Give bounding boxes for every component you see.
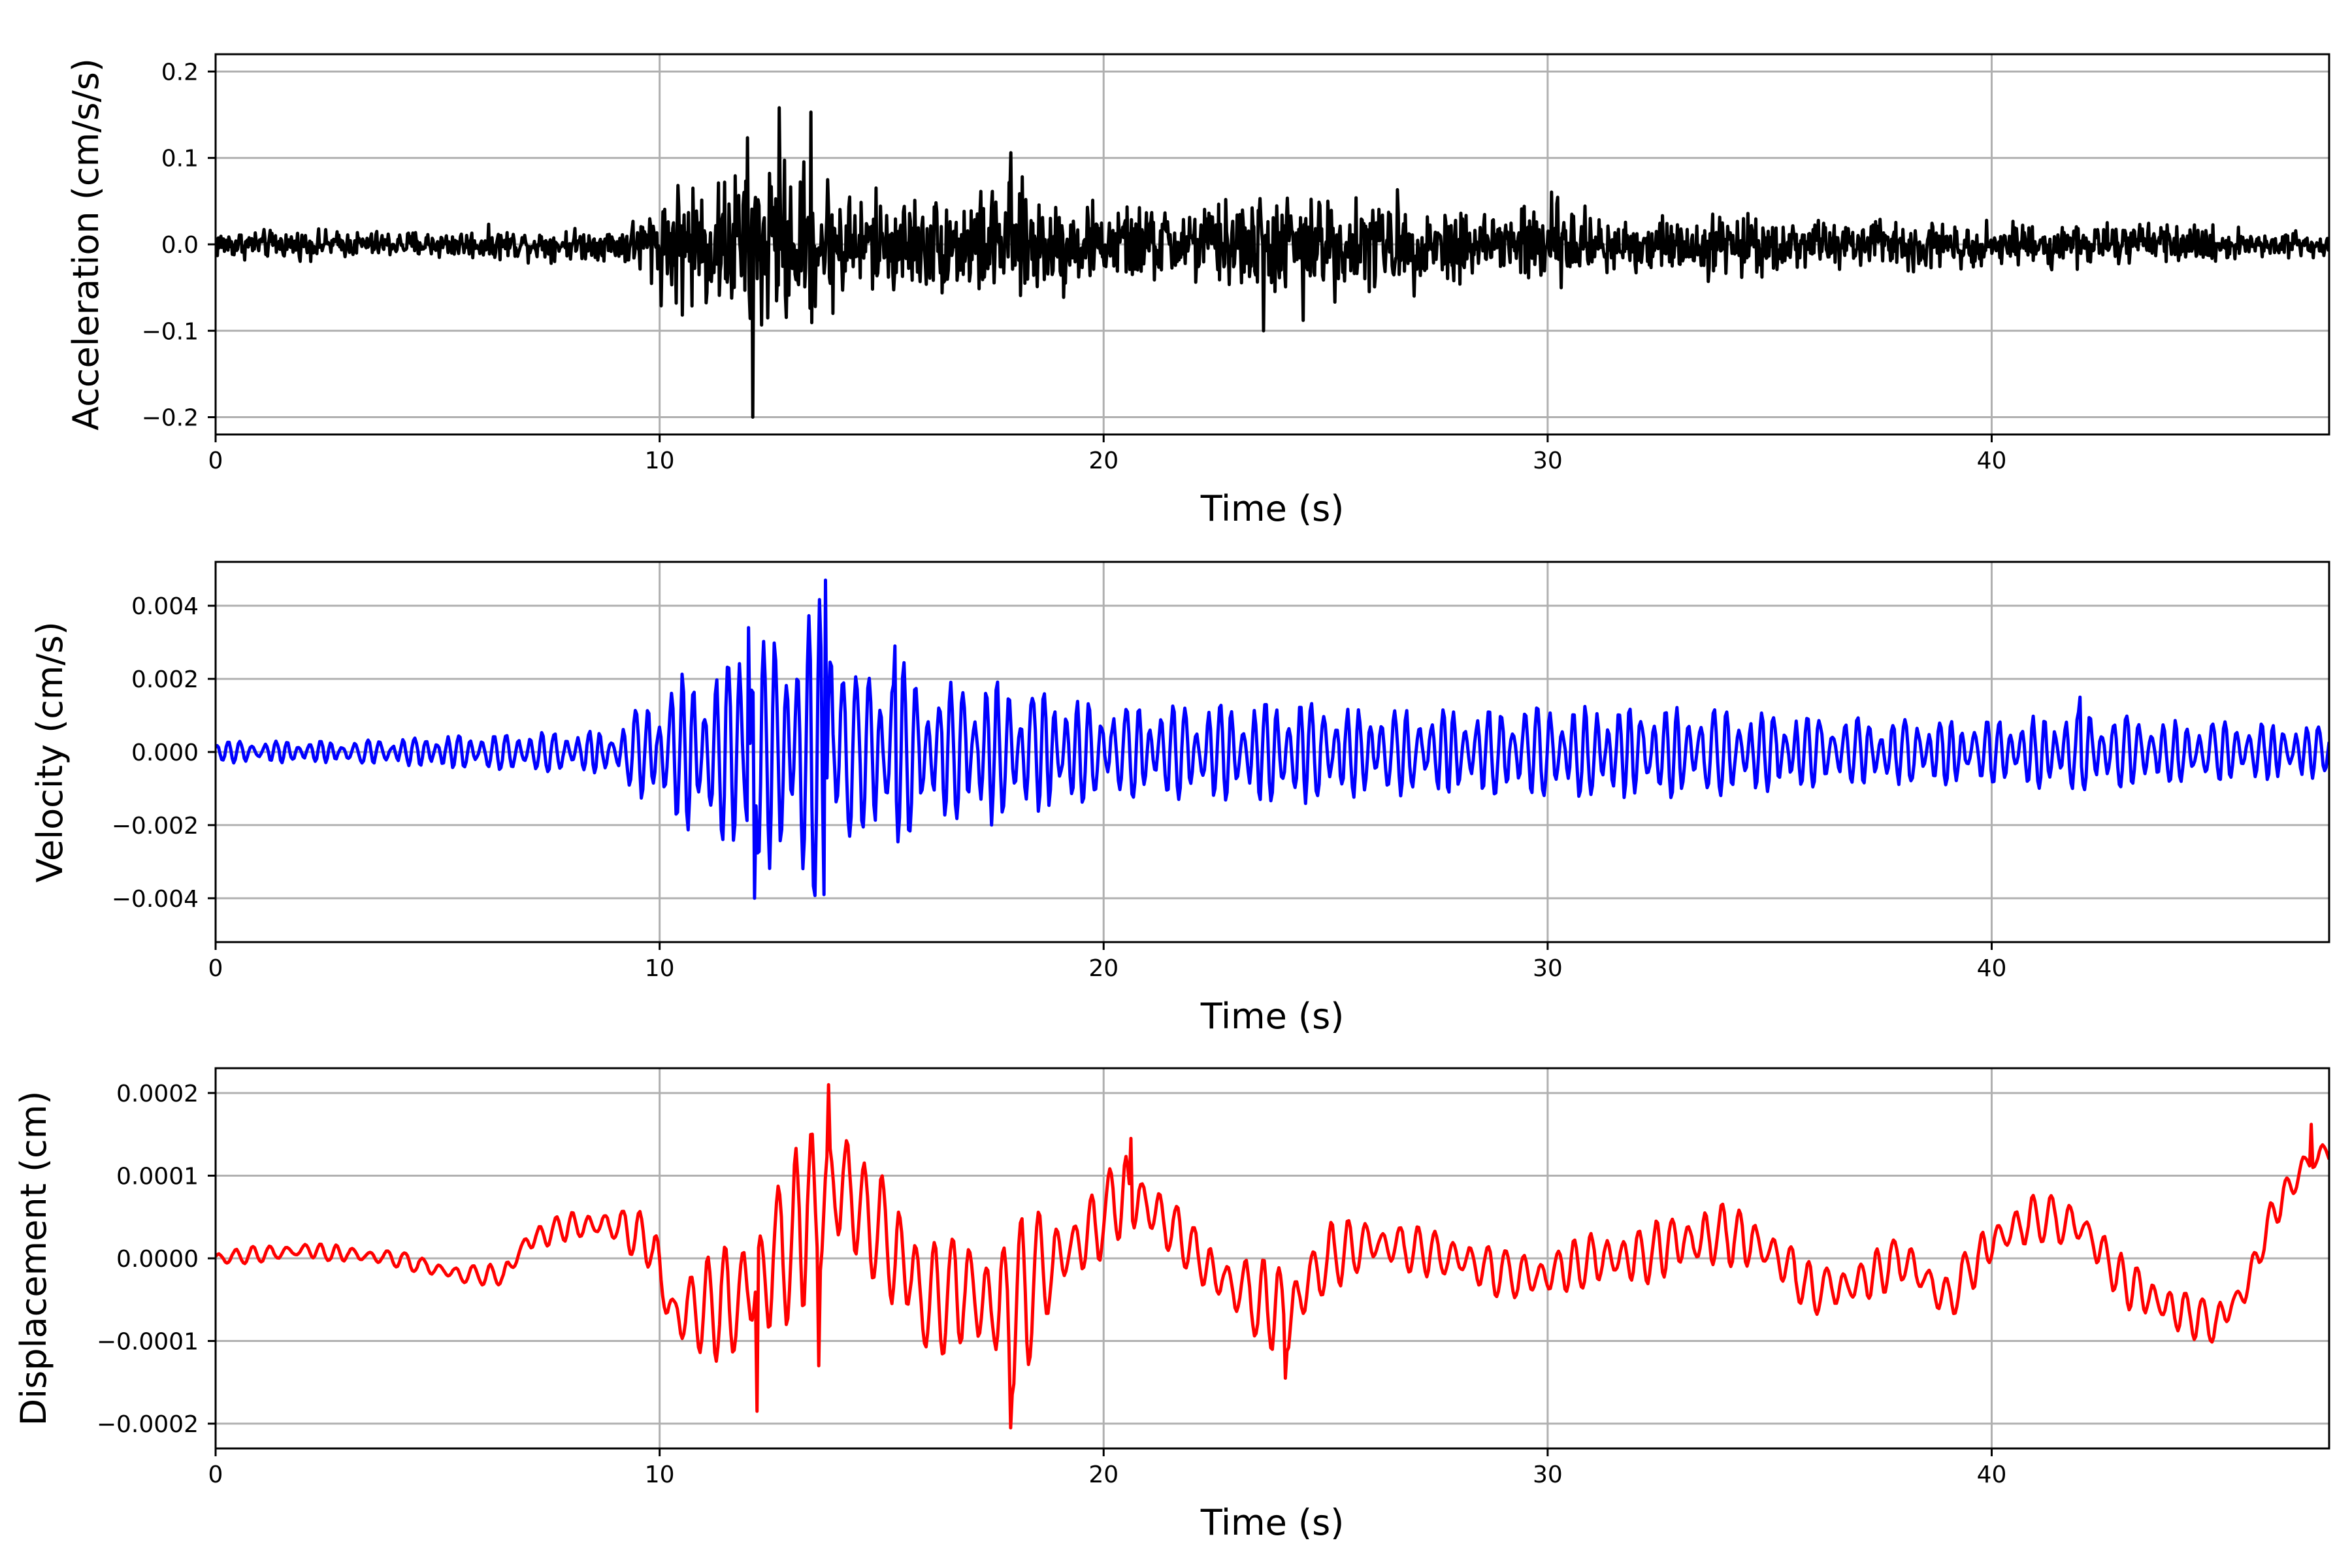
- displacement-ytick-label-4: 0.0002: [116, 1081, 199, 1107]
- velocity-series-line: [216, 578, 2329, 900]
- displacement-x-axis-label: Time (s): [1200, 1502, 1345, 1543]
- acceleration-xtick-label-1: 10: [645, 448, 675, 474]
- velocity-ticks: 0 10 20 30 40 −0.004 −0.002 0.000 0.002 0.004: [112, 593, 2007, 982]
- velocity-series: [216, 578, 2329, 900]
- acceleration-y-axis-label: Acceleration (cm/s/s): [65, 58, 106, 431]
- acceleration-ytick-label-0: −0.2: [142, 405, 199, 432]
- displacement-panel: 0 10 20 30 40 −0.0002 −0.0001 0.0000 0.0001 0.000…: [13, 1067, 2330, 1543]
- acceleration-ticks: 0 10 20 30 40 −0.2 −0.1 0.0 0.1 0.2: [142, 59, 2007, 474]
- displacement-ticks: 0 10 20 30 40 −0.0002 −0.0001 0.0000 0.0001 0.000…: [97, 1081, 2007, 1488]
- displacement-series: [216, 1083, 2329, 1429]
- acceleration-ytick-label-3: 0.1: [161, 146, 199, 172]
- velocity-y-axis-label: Velocity (cm/s): [29, 621, 71, 883]
- velocity-ytick-label-2: 0.000: [131, 740, 199, 766]
- displacement-ytick-label-2: 0.0000: [116, 1246, 199, 1273]
- velocity-ytick-label-3: 0.002: [131, 666, 199, 693]
- velocity-ytick-label-1: −0.002: [112, 813, 199, 840]
- acceleration-panel: 0 10 20 30 40 −0.2 −0.1 0.0 0.1 0.2 Time (s) Acce…: [65, 53, 2330, 529]
- velocity-xtick-label-1: 10: [645, 955, 675, 982]
- acceleration-series-line: [216, 106, 2329, 419]
- displacement-ytick-label-3: 0.0001: [116, 1163, 199, 1190]
- acceleration-xtick-label-3: 30: [1533, 448, 1563, 474]
- acceleration-ytick-label-1: −0.1: [142, 318, 199, 345]
- acceleration-series: [216, 106, 2329, 419]
- displacement-xtick-label-2: 20: [1088, 1462, 1119, 1488]
- displacement-y-axis-label: Displacement (cm): [13, 1091, 54, 1426]
- velocity-xtick-label-4: 40: [1977, 955, 2007, 982]
- displacement-xtick-label-1: 10: [645, 1462, 675, 1488]
- displacement-xtick-label-3: 30: [1533, 1462, 1563, 1488]
- velocity-ytick-label-0: −0.004: [112, 886, 199, 913]
- displacement-ytick-label-0: −0.0002: [97, 1411, 199, 1438]
- acceleration-xtick-label-4: 40: [1977, 448, 2007, 474]
- acceleration-xtick-label-2: 20: [1088, 448, 1119, 474]
- velocity-panel: 0 10 20 30 40 −0.004 −0.002 0.000 0.002 0.004 Tim…: [29, 561, 2330, 1037]
- displacement-xtick-label-4: 40: [1977, 1462, 2007, 1488]
- acceleration-ytick-label-2: 0.0: [161, 232, 199, 259]
- displacement-ytick-label-1: −0.0001: [97, 1329, 199, 1356]
- displacement-series-line: [216, 1083, 2329, 1429]
- velocity-xtick-label-0: 0: [208, 955, 223, 982]
- displacement-xtick-label-0: 0: [208, 1462, 223, 1488]
- acceleration-xtick-label-0: 0: [208, 448, 223, 474]
- velocity-ytick-label-4: 0.004: [131, 593, 199, 620]
- velocity-xtick-label-2: 20: [1088, 955, 1119, 982]
- acceleration-x-axis-label: Time (s): [1200, 488, 1345, 529]
- acceleration-ytick-label-4: 0.2: [161, 59, 199, 86]
- velocity-x-axis-label: Time (s): [1200, 996, 1345, 1037]
- velocity-xtick-label-3: 30: [1533, 955, 1563, 982]
